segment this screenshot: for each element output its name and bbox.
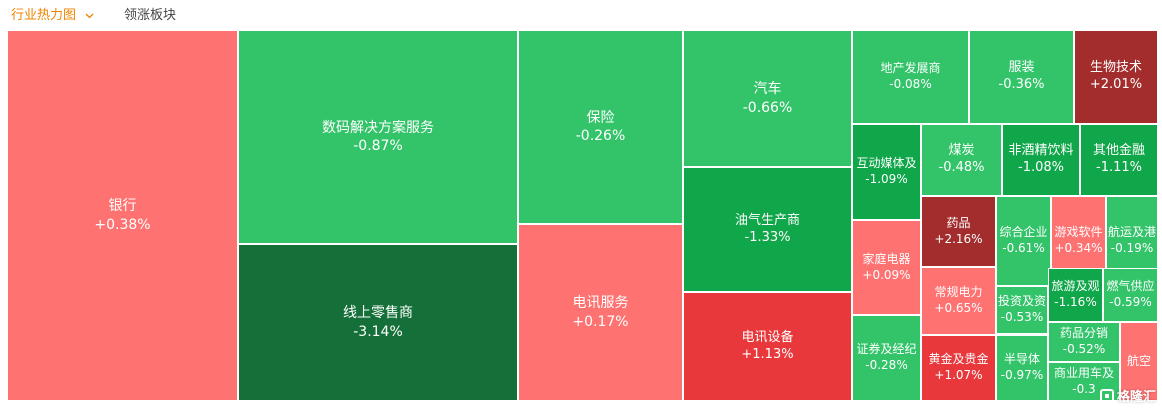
sector-change: +1.07% [934,368,983,382]
gelonghui-watermark: 格隆汇 [1099,386,1156,405]
sector-change: -0.19% [1110,241,1154,255]
sector-change: -0.48% [938,160,985,175]
sector-name: 黄金及贵金 [928,352,989,367]
sector-tile[interactable]: 数码解决方案服务 -0.87% [238,30,518,244]
sector-tile[interactable]: 保险 -0.26% [518,30,683,224]
sector-tile[interactable]: 综合企业 -0.61% [996,196,1051,286]
sector-change: +1.13% [741,346,794,362]
sector-tile[interactable]: 汽车 -0.66% [683,30,852,167]
sector-tile[interactable]: 电讯设备 +1.13% [683,292,852,401]
sector-tile[interactable]: 电讯服务 +0.17% [518,224,683,401]
sector-name: 电讯设备 [741,329,794,345]
sector-change: -0.53% [1000,310,1044,324]
sector-tile[interactable]: 燃气供应 -0.59% [1103,268,1158,322]
sector-change: -0.52% [1062,342,1106,356]
sector-name: 油气生产商 [734,212,800,228]
sector-name: 服装 [1008,60,1035,76]
sector-change: +0.17% [572,313,629,330]
gelonghui-logo-icon [1099,388,1114,403]
sector-tile[interactable]: 药品 +2.16% [921,196,996,267]
sector-name: 药品分销 [1059,326,1108,341]
sector-name: 航空 [1126,353,1151,368]
sector-name: 药品 [946,215,971,230]
sector-name: 生物技术 [1089,60,1142,76]
sector-change: +0.65% [934,301,983,315]
sector-change: -0.28% [865,358,908,372]
sector-name: 地产发展商 [880,61,941,76]
sector-name: 互动媒体及 [856,156,917,171]
sector-change: -0.66% [742,99,793,116]
sector-tile[interactable]: 证券及经纪 -0.28% [852,315,921,401]
sector-change: -0.26% [575,128,626,144]
sector-name: 电讯服务 [572,295,629,312]
sector-tile[interactable]: 生物技术 +2.01% [1074,30,1158,124]
sector-change: -3.14% [353,323,403,340]
sector-tile[interactable]: 煤炭 -0.48% [921,124,1002,196]
sector-tile[interactable]: 线上零售商 -3.14% [238,244,518,401]
sector-tile[interactable]: 地产发展商 -0.08% [852,30,969,124]
sector-tile[interactable]: 旅游及观 -1.16% [1048,268,1103,322]
sector-tile[interactable]: 常规电力 +0.65% [921,267,996,335]
sector-name: 半导体 [1003,352,1040,367]
sector-change: +0.34% [1054,241,1103,255]
tab-industry-heatmap-label: 行业热力图 [11,8,77,23]
sector-tile[interactable]: 非酒精饮料 -1.08% [1002,124,1080,196]
sector-name: 商业用车及 [1053,365,1114,380]
sector-name: 数码解决方案服务 [322,119,434,136]
sector-name: 游戏软件 [1054,225,1103,240]
sector-change: -0.59% [1109,295,1152,309]
sector-tile[interactable]: 商业用车及 -0.3 [1048,362,1120,401]
sector-tile[interactable]: 航空 [1120,322,1158,401]
sector-tile[interactable]: 银行 +0.38% [7,30,238,401]
sector-change: +2.01% [1089,77,1143,92]
sector-tile[interactable]: 药品分销 -0.52% [1048,322,1120,362]
sector-tile[interactable]: 其他金融 -1.11% [1080,124,1158,196]
sector-name: 非酒精饮料 [1008,143,1074,159]
sector-name: 燃气供应 [1106,279,1155,294]
sector-name: 投资及资 [997,294,1046,309]
sector-change: -0.08% [889,77,932,91]
sector-name: 煤炭 [948,143,975,159]
sector-change: -0.36% [998,77,1045,92]
tab-leading-sectors-label: 领涨板块 [124,8,177,23]
chevron-down-icon [85,13,94,18]
sector-change: +0.38% [94,216,151,233]
sector-tile[interactable]: 服装 -0.36% [969,30,1074,124]
sector-change: -1.16% [1054,295,1097,309]
sector-name: 汽车 [753,81,782,98]
sector-change: -1.33% [744,229,791,245]
sector-change: -1.08% [1018,160,1064,175]
sector-name: 综合企业 [999,225,1048,240]
sector-name: 线上零售商 [343,305,413,322]
sector-change: -1.11% [1096,160,1142,175]
top-tab-bar: 行业热力图 领涨板块 [0,0,1162,30]
sector-change: +0.09% [862,267,911,282]
sector-tile[interactable]: 家庭电器 +0.09% [852,220,921,315]
tab-leading-sectors[interactable]: 领涨板块 [124,0,176,30]
watermark-text: 格隆汇 [1116,390,1156,405]
sector-name: 银行 [108,198,137,215]
sector-name: 航运及港 [1107,225,1156,240]
tab-industry-heatmap[interactable]: 行业热力图 [11,0,94,30]
sector-tile[interactable]: 投资及资 -0.53% [996,286,1048,334]
sector-tile[interactable]: 黄金及贵金 +1.07% [921,335,996,401]
sector-tile[interactable]: 油气生产商 -1.33% [683,167,852,292]
sector-change: -0.3 [1072,381,1096,396]
sector-name: 其他金融 [1092,143,1145,159]
sector-name: 家庭电器 [862,251,911,266]
sector-name: 常规电力 [934,285,983,300]
sector-name: 旅游及观 [1051,279,1100,294]
sector-name: 保险 [586,109,615,126]
sector-change: -0.87% [353,138,403,154]
sector-name: 证券及经纪 [856,342,917,357]
sector-change: -0.61% [1002,241,1045,255]
sector-change: -0.97% [1000,368,1044,382]
sector-tile[interactable]: 半导体 -0.97% [996,335,1048,401]
sector-change: +2.16% [934,231,983,246]
sector-tile[interactable]: 互动媒体及 -1.09% [852,124,921,220]
sector-change: -1.09% [865,172,908,186]
